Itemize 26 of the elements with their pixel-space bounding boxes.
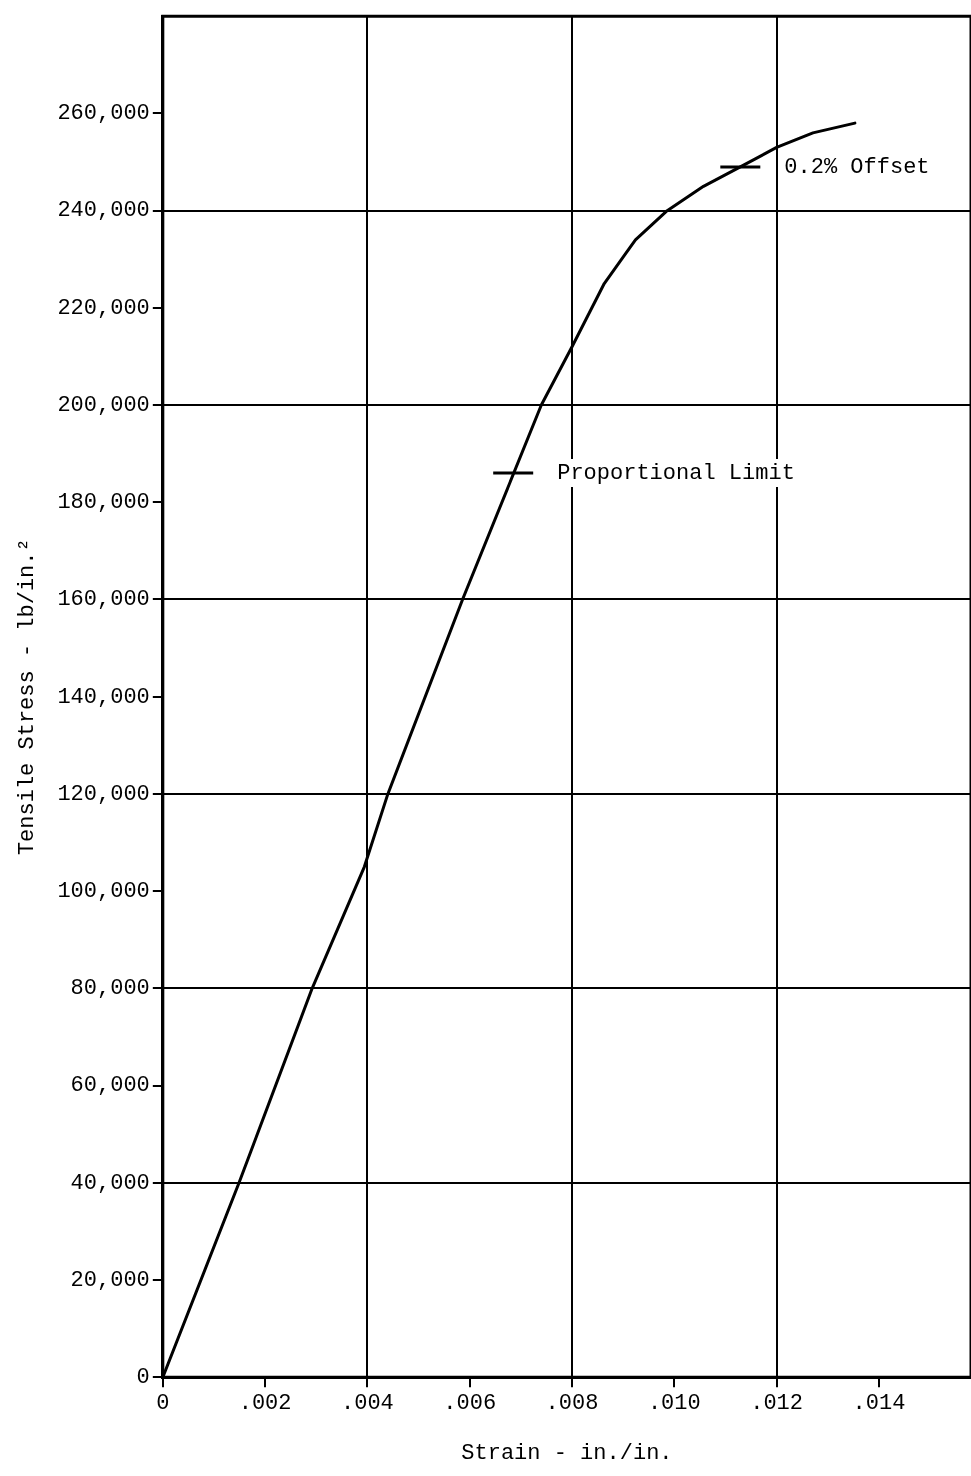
x-tick-label: .002 bbox=[238, 1391, 292, 1417]
y-tick-label: 220,000 bbox=[57, 295, 150, 321]
y-tick-label: 120,000 bbox=[57, 781, 150, 807]
x-tick-label: .012 bbox=[750, 1391, 804, 1417]
y-tick-label: 20,000 bbox=[70, 1267, 150, 1293]
y-tick-label: 40,000 bbox=[70, 1170, 150, 1196]
y-tick-label: 260,000 bbox=[57, 101, 150, 127]
x-tick-label: .008 bbox=[545, 1391, 599, 1417]
y-tick-label: 80,000 bbox=[70, 976, 150, 1002]
y-tick-label: 0 bbox=[136, 1365, 150, 1391]
y-tick-label: 100,000 bbox=[57, 878, 150, 904]
y-tick-label: 60,000 bbox=[70, 1073, 150, 1099]
y-tick-label: 200,000 bbox=[57, 392, 150, 418]
y-tick-label: 180,000 bbox=[57, 490, 150, 516]
annotation: 0.2% Offset bbox=[784, 154, 930, 180]
x-tick-label: 0 bbox=[156, 1391, 170, 1417]
x-tick-label: .010 bbox=[647, 1391, 701, 1417]
x-tick-label: .014 bbox=[852, 1391, 906, 1417]
annotation: Proportional Limit bbox=[557, 460, 795, 486]
y-tick-label: 140,000 bbox=[57, 684, 150, 710]
x-tick-label: .006 bbox=[443, 1391, 497, 1417]
y-tick-label: 160,000 bbox=[57, 587, 150, 613]
x-tick-label: .004 bbox=[341, 1391, 394, 1417]
x-axis-title: Strain - in./in. bbox=[461, 1440, 673, 1466]
y-axis-title: Tensile Stress - lb/in.² bbox=[15, 538, 41, 856]
y-tick-label: 240,000 bbox=[57, 198, 150, 224]
